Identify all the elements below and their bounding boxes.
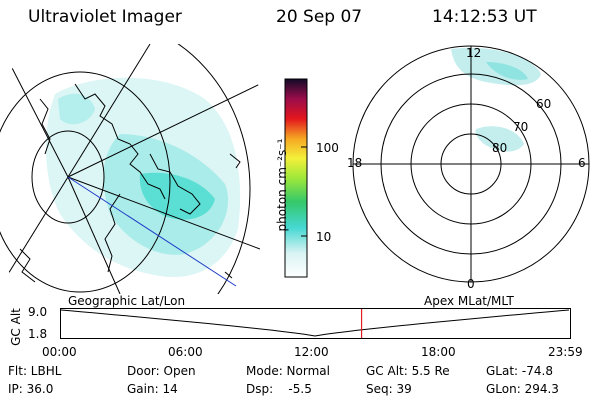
meta-filter: Flt: LBHL xyxy=(8,364,62,378)
lat-label-60: 60 xyxy=(536,97,552,111)
colorbar-tick-100: 100 xyxy=(316,141,339,155)
orbit-frame xyxy=(60,308,571,339)
date-label: 20 Sep 07 xyxy=(276,7,363,27)
colorbar xyxy=(284,78,308,278)
orbit-axis-label: GC Alt xyxy=(9,308,23,346)
orbit-xtick-1: 06:00 xyxy=(168,345,203,359)
orbit-ytick-1-8: 1.8 xyxy=(28,327,48,341)
meta-glon: GLon: 294.3 xyxy=(486,382,559,396)
orbit-xtick-4: 23:59 xyxy=(548,345,583,359)
aurora-image-right xyxy=(451,47,541,152)
altitude-curve xyxy=(60,309,570,337)
geographic-map xyxy=(0,44,260,294)
lat-label-70: 70 xyxy=(513,120,529,134)
polar-grid xyxy=(352,45,590,283)
coastlines xyxy=(19,83,241,283)
orbit-xtick-3: 18:00 xyxy=(421,345,456,359)
satellite-track xyxy=(67,176,237,287)
orbit-left-title: Geographic Lat/Lon xyxy=(68,294,186,308)
orbit-ytick-9: 9.0 xyxy=(28,305,48,319)
colorbar-unit-label: photon cm⁻²s⁻¹ xyxy=(275,138,289,232)
polar-plot xyxy=(352,45,590,283)
time-label: 14:12:53 UT xyxy=(432,7,537,27)
lat-label-80: 80 xyxy=(492,141,508,155)
orbit-xtick-0: 00:00 xyxy=(42,345,77,359)
mlt-label-0: 0 xyxy=(467,277,475,291)
mlt-label-12: 12 xyxy=(466,46,482,60)
mlt-label-6: 6 xyxy=(578,156,586,170)
meta-gain: Gain: 14 xyxy=(127,382,178,396)
orbit-xtick-2: 12:00 xyxy=(294,345,329,359)
instrument-title: Ultraviolet Imager xyxy=(28,7,182,27)
meta-dsp: Dsp: -5.5 xyxy=(246,382,312,396)
mlt-label-18: 18 xyxy=(347,156,363,170)
orbit-plot xyxy=(60,308,571,339)
meta-ip: IP: 36.0 xyxy=(8,382,54,396)
colorbar-tick-10: 10 xyxy=(316,230,332,244)
orbit-right-title: Apex MLat/MLT xyxy=(424,294,514,308)
meta-door: Door: Open xyxy=(127,364,196,378)
meta-mode: Mode: Normal xyxy=(246,364,330,378)
meta-gc-alt: GC Alt: 5.5 Re xyxy=(366,364,450,378)
meta-glat: GLat: -74.8 xyxy=(486,364,553,378)
map-grid xyxy=(0,44,260,294)
meta-seq: Seq: 39 xyxy=(366,382,412,396)
